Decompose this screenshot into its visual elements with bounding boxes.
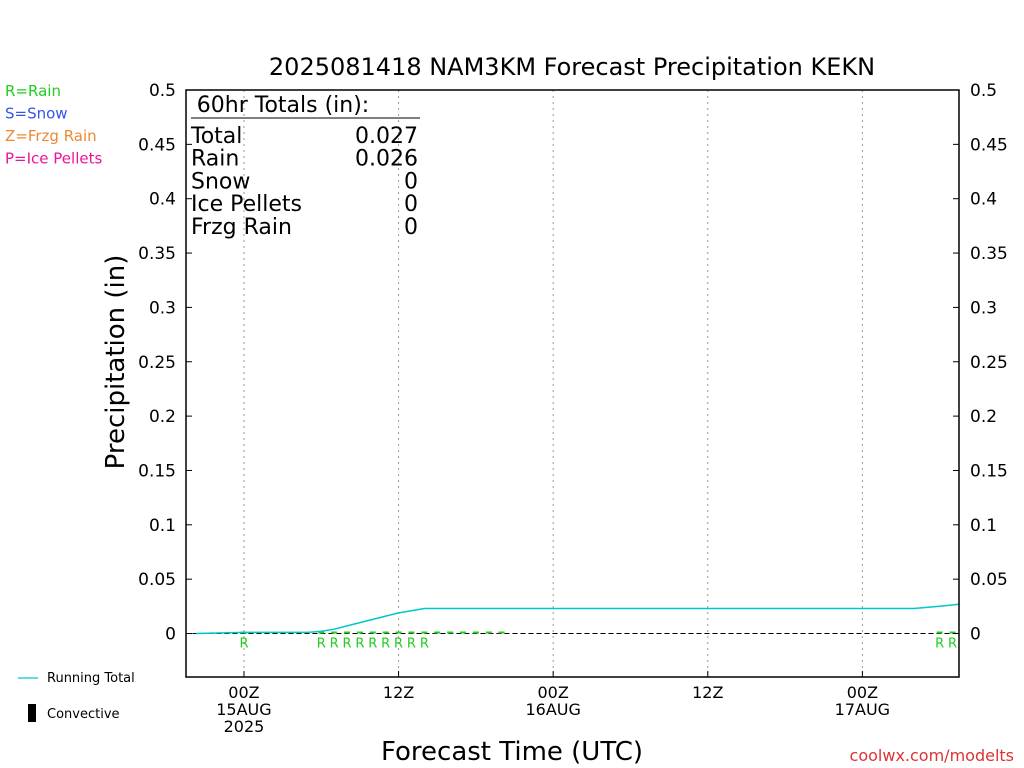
precip-bar-15 [498,631,505,634]
y-axis-left: 0 0.05 0.1 0.15 0.2 0.25 0.3 0.35 0.4 0.45 0.5 [138,81,192,645]
totals-label-0: Total [190,124,242,149]
y-tick-label-left-7: 0.35 [138,244,176,264]
totals-box: 60hr Totals (in): Total 0.027 Rain 0.026 Sno… [190,93,420,240]
y-tick-label-left-1: 0.05 [138,570,176,590]
type-legend-item-0: R=Rain [5,82,61,100]
precip-type-marker-1: R [317,637,326,652]
precip-bar-4 [356,631,363,634]
x-tick-label-3-1: 12Z [692,683,723,702]
site-credit: coolwx.com/modelts [850,746,1014,765]
precip-type-marker-3: R [343,637,352,652]
y-tick-label-left-8: 0.4 [149,190,176,210]
series-running-total-line [195,603,960,635]
y-tick-label-right-2: 0.1 [970,516,997,536]
running-total-legend-label: Running Total [47,671,135,686]
precip-type-marker-0: R [239,637,248,652]
y-tick-label-left-5: 0.25 [138,353,176,373]
totals-label-4: Frzg Rain [191,215,292,240]
type-legend-item-3: P=Ice Pellets [5,150,102,168]
precip-bar-6 [382,631,389,634]
totals-rows: Total 0.027 Rain 0.026 Snow 0 Ice Pellets 0 Frzg… [190,124,418,240]
chart-title: 2025081418 NAM3KM Forecast Precipitation… [269,53,875,81]
precip-type-legend: R=Rain S=Snow Z=Frzg Rain P=Ice Pellets [5,82,102,168]
precip-bar-12 [459,631,466,634]
type-legend-item-2: Z=Frzg Rain [5,127,97,145]
precip-type-marker-9: R [420,637,429,652]
y-axis-right: 0 0.05 0.1 0.15 0.2 0.25 0.3 0.35 0.4 0.45 0.5 [953,81,1008,645]
precip-type-marker-6: R [381,637,390,652]
y-tick-label-right-9: 0.45 [970,135,1008,155]
precip-type-marker-10: R [935,637,944,652]
precip-type-marker-4: R [355,637,364,652]
grid-lines [243,90,863,677]
precip-type-marker-11: R [948,637,957,652]
y-tick-label-right-1: 0.05 [970,570,1008,590]
precip-bar-1 [318,631,325,634]
y-tick-label-left-4: 0.2 [149,407,176,427]
precip-bar-8 [408,631,415,634]
precip-type-marker-7: R [394,637,403,652]
totals-label-1: Rain [191,147,239,172]
precip-bar-2 [331,631,338,634]
y-axis-label: Precipitation (in) [101,255,131,470]
x-tick-label-0-2: 15AUG [216,700,271,719]
precip-type-marker-5: R [368,637,377,652]
totals-value-1: 0.026 [355,147,418,172]
y-tick-label-right-6: 0.3 [970,298,997,318]
y-tick-label-left-0: 0 [165,625,176,645]
totals-title: 60hr Totals (in): [197,93,369,118]
precip-bar-13 [472,631,479,634]
y-tick-label-left-3: 0.15 [138,461,176,481]
totals-label-3: Ice Pellets [191,192,302,217]
y-tick-label-left-2: 0.1 [149,516,176,536]
convective-swatch [28,704,36,722]
y-tick-label-right-3: 0.15 [970,461,1008,481]
x-tick-label-4-2: 17AUG [835,700,890,719]
y-tick-label-left-9: 0.45 [138,135,176,155]
type-legend-item-1: S=Snow [5,105,68,123]
precip-bar-14 [485,631,492,634]
totals-value-4: 0 [404,215,418,240]
y-tick-label-left-10: 0.5 [149,81,176,101]
line-legend: Running Total Convective [18,671,135,722]
precip-bars [240,631,956,634]
totals-value-3: 0 [404,192,418,217]
precip-bar-3 [344,631,351,634]
precip-bar-9 [421,631,428,634]
precip-bar-16 [936,631,943,634]
precip-bar-17 [949,631,956,634]
totals-label-2: Snow [191,169,250,194]
y-tick-label-left-6: 0.3 [149,298,176,318]
y-tick-label-right-4: 0.2 [970,407,997,427]
x-tick-label-4-1: 00Z [847,683,878,702]
precip-type-marker-2: R [330,637,339,652]
y-tick-label-right-7: 0.35 [970,244,1008,264]
convective-legend-label: Convective [47,707,120,722]
y-tick-label-right-8: 0.4 [970,190,997,210]
y-tick-label-right-10: 0.5 [970,81,997,101]
precip-type-marker-8: R [407,637,416,652]
y-tick-label-right-0: 0 [970,625,981,645]
totals-value-0: 0.027 [355,124,418,149]
x-axis-label: Forecast Time (UTC) [381,737,643,767]
x-tick-label-0-3: 2025 [224,717,265,736]
y-tick-label-right-5: 0.25 [970,353,1008,373]
x-tick-label-2-1: 00Z [538,683,569,702]
x-tick-label-0-1: 00Z [228,683,259,702]
x-tick-label-2-2: 16AUG [525,700,580,719]
precip-bar-7 [395,631,402,634]
x-tick-label-1-1: 12Z [383,683,414,702]
precip-bar-5 [369,631,376,634]
totals-value-2: 0 [404,169,418,194]
precip-bar-11 [447,631,454,634]
precip-bar-10 [434,631,441,634]
plot-frame [185,89,960,678]
